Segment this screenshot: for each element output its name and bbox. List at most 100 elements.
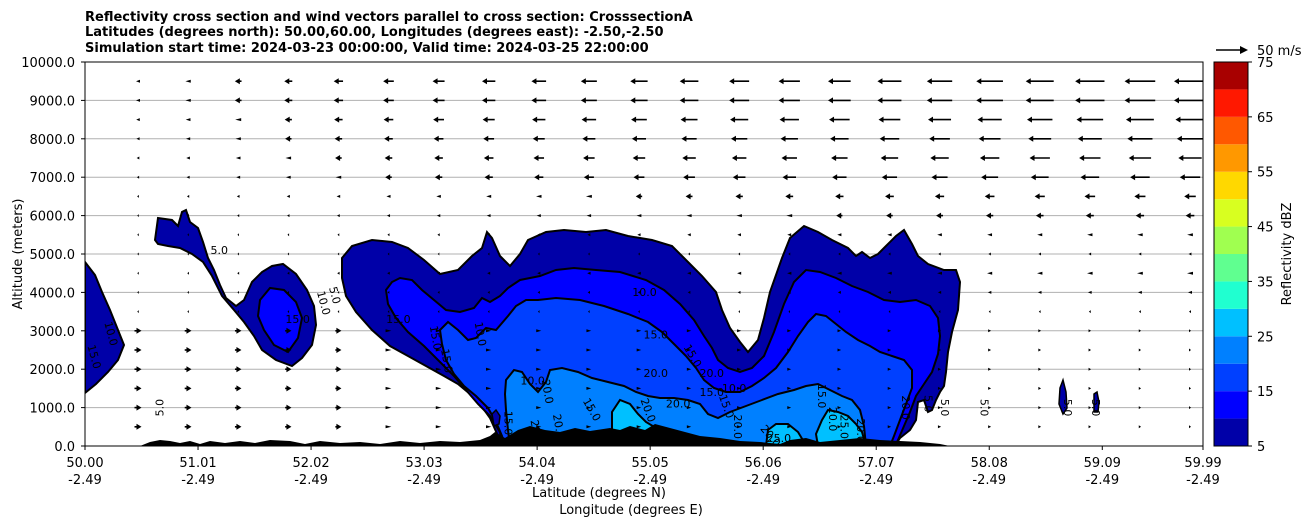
wind-vector-arrow	[185, 118, 191, 122]
wind-vector-arrow	[137, 252, 139, 256]
wind-vector-arrow	[1137, 233, 1143, 237]
wind-vector-arrow	[1076, 116, 1104, 123]
wind-vector-arrow	[1088, 252, 1092, 256]
wind-vector-arrow	[1175, 116, 1203, 123]
wind-vector-arrow	[1025, 97, 1054, 104]
wind-vector-arrow	[1038, 425, 1042, 429]
wind-vector-arrow	[1128, 155, 1152, 161]
wind-vector-arrow	[788, 310, 790, 314]
wind-vector-arrow	[636, 214, 642, 218]
wind-vector-arrow	[285, 135, 292, 142]
wind-vector-arrow	[686, 367, 692, 371]
wind-vector-arrow	[887, 233, 892, 237]
wind-vector-arrow	[586, 329, 592, 333]
wind-vector-arrow	[1189, 348, 1191, 352]
wind-vector-arrow	[738, 310, 740, 314]
wind-vector-arrow	[237, 271, 240, 275]
wind-vector-arrow	[137, 290, 139, 294]
wind-vector-arrow	[928, 116, 952, 123]
wind-vector-arrow	[837, 348, 842, 352]
contour-label: 20.0	[854, 418, 867, 443]
wind-vector-arrow	[1088, 386, 1092, 390]
wind-vector-arrow	[888, 310, 891, 314]
wind-vector-arrow	[285, 385, 292, 392]
wind-vector-arrow	[686, 329, 692, 333]
wind-vector-arrow	[1088, 329, 1092, 333]
wind-vector-arrow	[638, 310, 640, 314]
wind-vector-arrow	[887, 329, 892, 333]
wind-vector-arrow	[1130, 174, 1150, 181]
wind-vector-arrow	[184, 366, 192, 373]
wind-vector-arrow	[532, 116, 546, 123]
wind-vector-arrow	[1189, 386, 1191, 390]
wind-vector-arrow	[637, 233, 641, 237]
wind-vector-arrow	[1189, 425, 1191, 429]
wind-vector-arrow	[1138, 348, 1142, 352]
wind-vector-arrow	[780, 135, 798, 142]
wind-vector-arrow	[287, 310, 290, 314]
wind-vector-arrow	[581, 116, 597, 123]
wind-vector-arrow	[937, 233, 942, 237]
wind-vector-arrow	[926, 97, 953, 104]
wind-vector-arrow	[585, 194, 592, 198]
y-tick-label: 9000.0	[30, 94, 76, 109]
wind-vector-arrow	[187, 271, 189, 275]
wind-vector-arrow	[385, 174, 392, 181]
wind-vector-arrow	[632, 155, 646, 161]
wind-vector-arrow	[435, 425, 442, 429]
wind-vector-arrow	[287, 271, 290, 275]
wind-vector-arrow	[385, 329, 392, 333]
wind-vector-arrow	[837, 367, 842, 371]
wind-vector-arrow	[1134, 193, 1146, 200]
colorbar-segment	[1214, 281, 1248, 309]
contour-label: 15.0	[438, 348, 455, 374]
wind-vector-arrow	[536, 367, 542, 371]
wind-vector-arrow	[337, 310, 340, 314]
wind-vector-arrow	[335, 366, 342, 373]
wind-vector-arrow	[778, 97, 800, 104]
wind-vector-arrow	[237, 233, 239, 237]
wind-vector-arrow	[787, 329, 792, 333]
y-tick-label: 5000.0	[30, 248, 76, 263]
wind-vector-arrow	[337, 214, 340, 218]
wind-vector-arrow	[1189, 367, 1191, 371]
wind-vector-arrow	[482, 97, 496, 104]
wind-vector-arrow	[487, 310, 490, 314]
wind-vector-arrow	[234, 366, 242, 373]
wind-vector-arrow	[187, 290, 189, 294]
wind-vector-arrow	[1026, 116, 1053, 123]
colorbar-label: Reflectivity dBZ	[1280, 203, 1295, 306]
wind-vector-arrow	[537, 290, 540, 294]
wind-vector-arrow	[186, 194, 190, 198]
wind-vector-arrow	[1178, 155, 1202, 161]
wind-vector-arrow	[787, 406, 792, 410]
wind-vector-arrow	[987, 290, 992, 294]
wind-vector-arrow	[486, 348, 492, 352]
colorbar-segment	[1214, 254, 1248, 282]
wind-vector-arrow	[738, 252, 741, 256]
wind-vector-arrow	[186, 156, 190, 160]
wind-vector-arrow	[1038, 367, 1042, 371]
wind-vector-arrow	[285, 404, 292, 411]
wind-vector-arrow	[486, 406, 492, 410]
x-tick-label-lon: -2.49	[407, 473, 441, 488]
wind-vector-arrow	[730, 135, 748, 142]
wind-vector-arrow	[1137, 271, 1143, 275]
wind-vector-arrow	[1038, 252, 1041, 256]
x-tick-label-lon: -2.49	[633, 473, 667, 488]
wind-vector-arrow	[435, 386, 442, 390]
wind-vector-arrow	[836, 212, 843, 219]
wind-vector-arrow	[1088, 367, 1092, 371]
wind-vector-arrow	[787, 425, 792, 429]
wind-vector-arrow	[636, 367, 642, 371]
x-tick-label-lon: -2.49	[1186, 473, 1220, 488]
wind-vector-arrow	[1088, 406, 1092, 410]
wind-vector-arrow	[434, 174, 443, 181]
wind-vector-arrow	[729, 97, 750, 104]
wind-vector-arrow	[631, 135, 647, 142]
wind-vector-arrow	[881, 174, 898, 181]
wind-vector-arrow	[735, 193, 743, 200]
contour-region-5dbz	[85, 260, 126, 395]
wind-vector-arrow	[136, 79, 140, 83]
wind-vector-arrow	[387, 310, 390, 314]
